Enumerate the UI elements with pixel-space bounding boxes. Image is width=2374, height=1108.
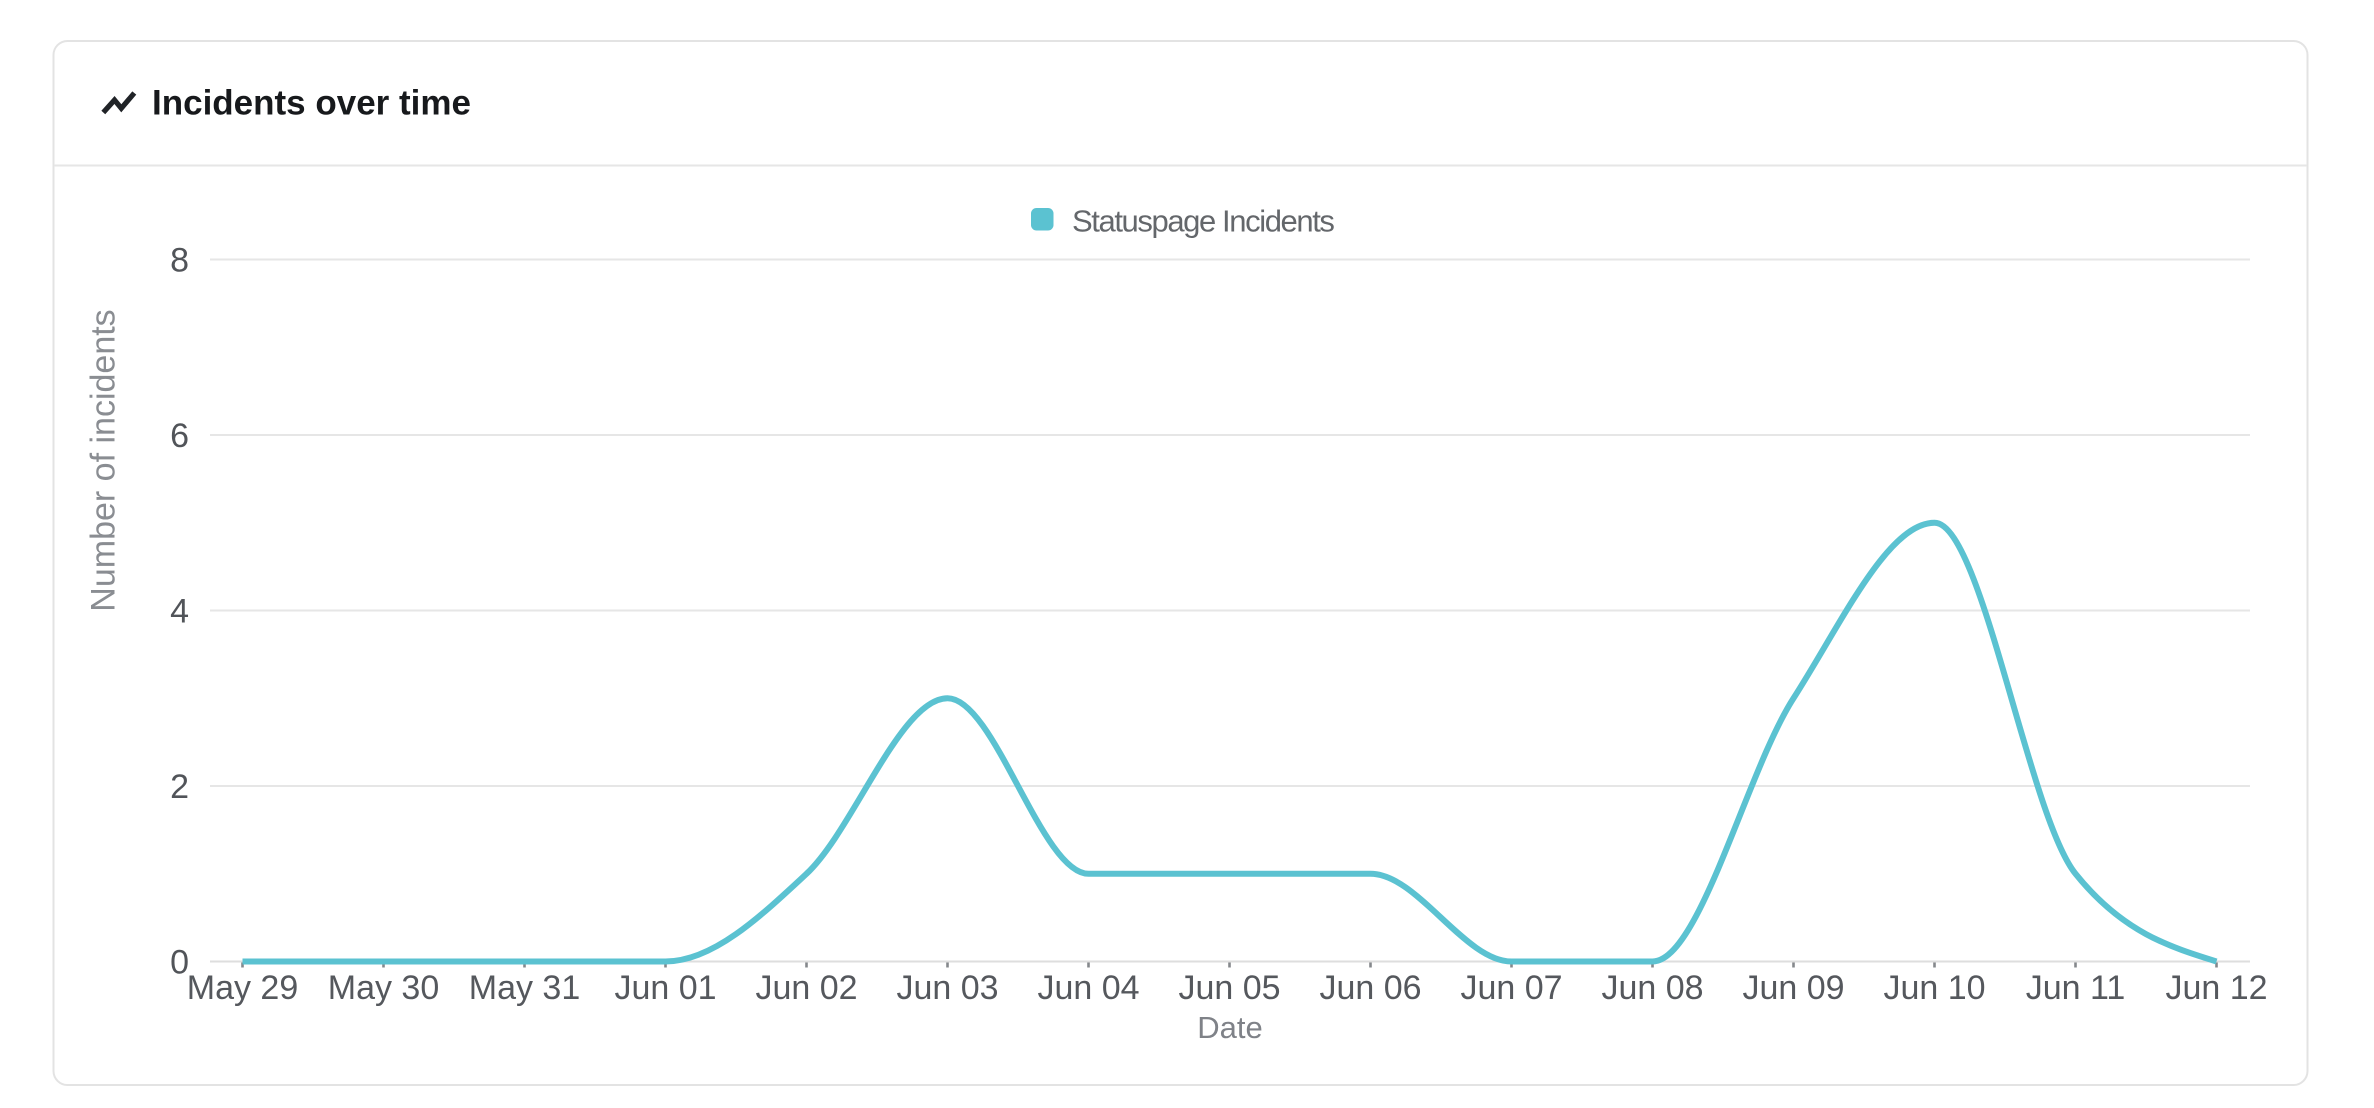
svg-text:Jun 09: Jun 09 xyxy=(1742,969,1844,1007)
svg-text:Jun 05: Jun 05 xyxy=(1178,969,1280,1007)
svg-text:Jun 06: Jun 06 xyxy=(1319,969,1421,1007)
svg-text:2: 2 xyxy=(170,768,189,806)
svg-text:8: 8 xyxy=(170,242,189,280)
svg-text:0: 0 xyxy=(170,944,189,982)
svg-text:Jun 04: Jun 04 xyxy=(1037,969,1139,1007)
svg-text:Date: Date xyxy=(1197,1010,1262,1045)
svg-text:4: 4 xyxy=(170,593,189,631)
svg-text:Jun 11: Jun 11 xyxy=(2026,969,2126,1007)
svg-text:Jun 10: Jun 10 xyxy=(1883,969,1985,1007)
svg-text:May 31: May 31 xyxy=(469,969,581,1007)
svg-text:Jun 01: Jun 01 xyxy=(614,969,716,1007)
svg-text:6: 6 xyxy=(170,417,189,455)
svg-text:Jun 12: Jun 12 xyxy=(2165,969,2267,1007)
svg-text:Jun 08: Jun 08 xyxy=(1601,969,1703,1007)
svg-text:May 29: May 29 xyxy=(187,969,299,1007)
svg-text:Jun 03: Jun 03 xyxy=(896,969,998,1007)
svg-text:Statuspage Incidents: Statuspage Incidents xyxy=(1072,204,1334,239)
svg-text:Incidents over time: Incidents over time xyxy=(152,84,471,123)
svg-text:Jun 02: Jun 02 xyxy=(755,969,857,1007)
svg-text:Number of incidents: Number of incidents xyxy=(85,309,123,611)
svg-text:Jun 07: Jun 07 xyxy=(1460,969,1562,1007)
svg-text:May 30: May 30 xyxy=(328,969,440,1007)
